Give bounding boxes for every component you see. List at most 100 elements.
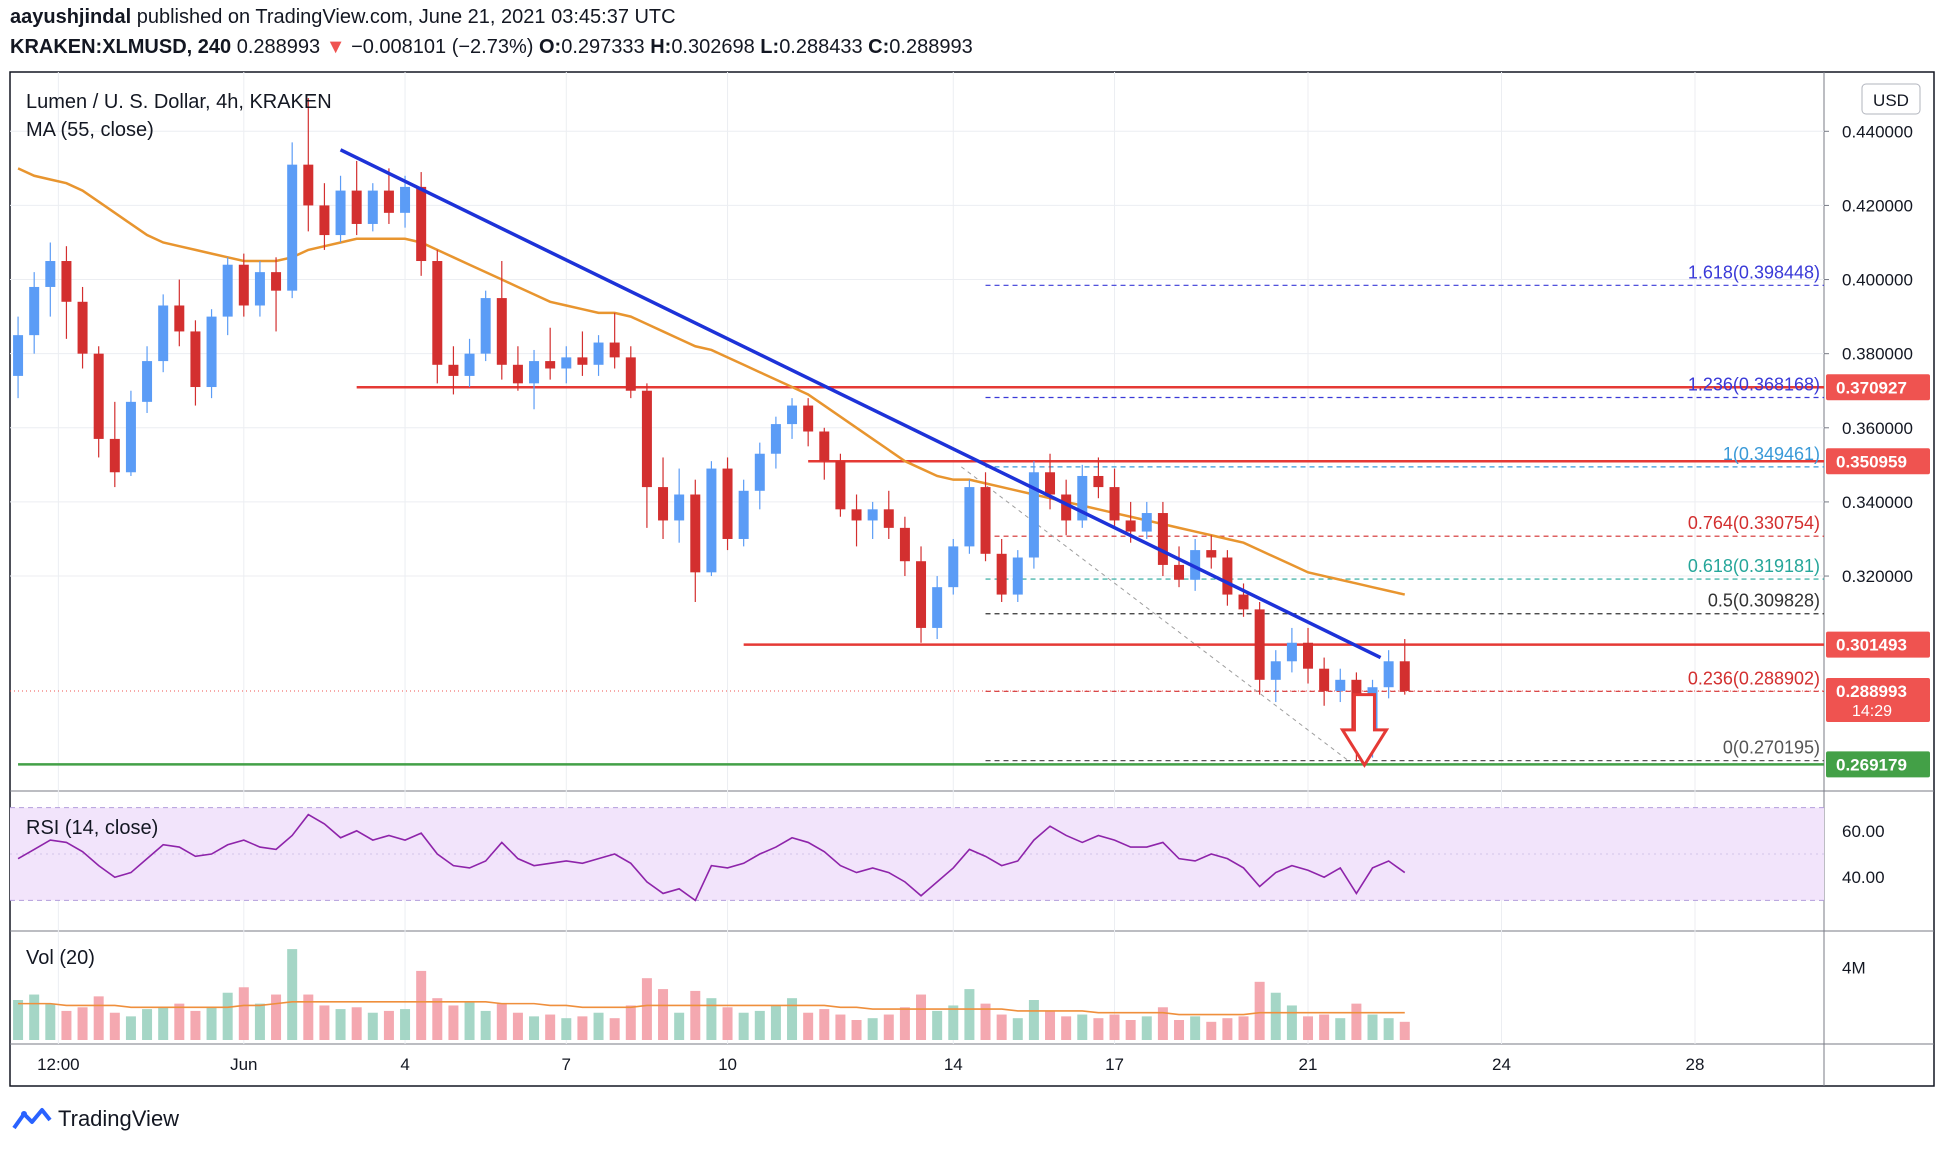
candle-body [835, 461, 846, 510]
candle [1270, 650, 1281, 703]
candle [1335, 668, 1346, 703]
candle [1206, 535, 1217, 569]
volume-bar [238, 987, 249, 1040]
publisher-name[interactable]: aayushjindal [10, 6, 132, 28]
candle-body [125, 401, 136, 473]
publish-line: aayushjindal published on TradingView.co… [10, 6, 676, 29]
candle-body [1093, 475, 1104, 488]
volume-bar [1254, 981, 1265, 1040]
low-value: 0.288433 [779, 36, 863, 58]
volume-legend: Vol (20) [26, 947, 95, 969]
candle [787, 398, 798, 439]
volume-bar [996, 1014, 1007, 1040]
candle [271, 257, 282, 332]
time-tick-label: 7 [562, 1055, 571, 1074]
volume-bar [77, 1007, 88, 1040]
rsi-tick-label: 40.00 [1842, 868, 1885, 887]
candle [690, 479, 701, 602]
volume-bar [932, 1010, 943, 1040]
candle [593, 335, 604, 376]
candle [545, 327, 556, 380]
candle [158, 294, 169, 373]
volume-bar [770, 1005, 781, 1040]
candle [319, 183, 330, 250]
low-label: L: [760, 36, 780, 58]
volume-bar [512, 1012, 523, 1040]
volume-bar [819, 1009, 830, 1040]
volume-bar [61, 1010, 72, 1040]
grid [10, 72, 1824, 1044]
candle [222, 257, 233, 336]
candle-body [93, 353, 104, 439]
candle [335, 175, 346, 243]
candle [835, 453, 846, 517]
candle-body [319, 205, 330, 236]
volume-bar [609, 1018, 620, 1040]
published-text: published on TradingView.com, June 21, 2… [136, 6, 676, 28]
rsi-legend: RSI (14, close) [26, 817, 158, 839]
volume-bar [1383, 1018, 1394, 1040]
candle [819, 427, 830, 480]
candle-body [1125, 520, 1136, 532]
volume-bar [980, 1003, 991, 1040]
candle-body [448, 364, 459, 376]
time-tick-label: 4 [400, 1055, 409, 1074]
price-box [1826, 751, 1930, 778]
candle-body [964, 487, 975, 547]
currency-label: USD [1873, 91, 1909, 110]
candle-body [190, 331, 201, 388]
candle [625, 346, 636, 399]
candle-body [512, 364, 523, 384]
footer-brand[interactable]: TradingView [12, 1106, 179, 1132]
currency-button[interactable]: USD [1861, 83, 1921, 115]
volume-bar [1109, 1014, 1120, 1040]
candle [948, 538, 959, 595]
candle [1399, 639, 1410, 695]
candle [1109, 468, 1120, 528]
price-box-label: 0.350959 [1836, 452, 1907, 471]
candle [303, 97, 314, 232]
bearish-trendline [339, 148, 1382, 660]
time-tick-label: 24 [1492, 1055, 1511, 1074]
price-box [1826, 631, 1930, 658]
candle [1254, 601, 1265, 695]
volume-bar [803, 1012, 814, 1040]
tradingview-logo-icon [12, 1108, 52, 1130]
volume-bar [722, 1007, 733, 1040]
candle-body [109, 438, 120, 473]
fib-label: 0.764(0.330754) [1688, 513, 1820, 533]
candle-body [787, 405, 798, 425]
candle-body [1303, 642, 1314, 669]
candle-body [625, 357, 636, 391]
candle [883, 490, 894, 539]
volume-bar [1319, 1014, 1330, 1040]
volume-bar [319, 1005, 330, 1040]
candle-body [1270, 661, 1281, 680]
candle-body [754, 453, 765, 491]
volume-bar [754, 1010, 765, 1040]
volume-bar [464, 1001, 475, 1040]
price-box [1826, 677, 1930, 722]
candle-body [1077, 475, 1088, 521]
sell-arrow-icon [1339, 693, 1390, 768]
ohlc-line: KRAKEN:XLMUSD, 240 0.288993 ▼ −0.008101 … [10, 36, 973, 59]
volume-bar [625, 1005, 636, 1040]
candle [238, 253, 249, 317]
candle-body [222, 264, 233, 317]
volume-bar [674, 1012, 685, 1040]
candle [351, 160, 362, 236]
volume-bar [1190, 1016, 1201, 1040]
candle-body [1174, 564, 1185, 580]
candle-body [383, 190, 394, 213]
price-box [1826, 374, 1930, 401]
candle-body [29, 286, 40, 336]
chart-frame [9, 71, 1935, 1087]
candle-body [980, 487, 991, 554]
candle-body [1141, 513, 1152, 532]
volume-bar [851, 1020, 862, 1040]
volume-bar [1286, 1005, 1297, 1040]
fib-label: 0.5(0.309828) [1708, 591, 1820, 611]
volume-ma-line [18, 1001, 1405, 1016]
candle-body [706, 468, 717, 573]
